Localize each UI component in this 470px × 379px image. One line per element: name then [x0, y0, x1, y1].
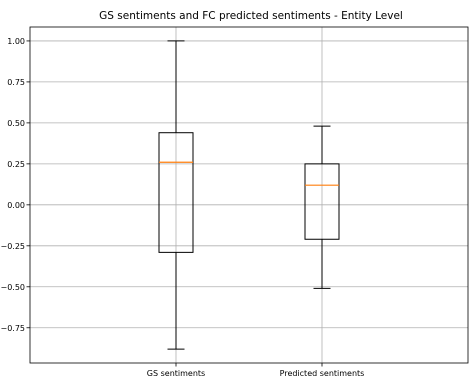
x-tick-label: Predicted sentiments [280, 369, 365, 378]
y-tick-label: 0.25 [7, 160, 25, 169]
box-1 [158, 40, 194, 350]
x-tick-label: GS sentiments [147, 369, 205, 378]
y-tick-label: 0.00 [7, 201, 25, 210]
iqr-box [304, 163, 340, 240]
y-tick-label: 0.75 [7, 78, 25, 87]
box-layer [158, 40, 340, 350]
box-2 [304, 125, 340, 289]
y-tick-label: 0.50 [7, 119, 25, 128]
y-tick-label: −0.25 [0, 242, 25, 251]
plot-frame [29, 26, 469, 364]
tick-layer: 1.00 0.75 0.50 0.25 0.00 −0.25 −0.50 −0.75 GS se… [0, 37, 364, 378]
y-tick-label: 1.00 [7, 37, 25, 46]
y-tick-label: −0.75 [0, 324, 25, 333]
grid-layer [30, 27, 468, 363]
iqr-box [158, 132, 194, 253]
chart-title: GS sentiments and FC predicted sentiment… [99, 10, 403, 22]
y-tick-label: −0.50 [0, 283, 25, 292]
